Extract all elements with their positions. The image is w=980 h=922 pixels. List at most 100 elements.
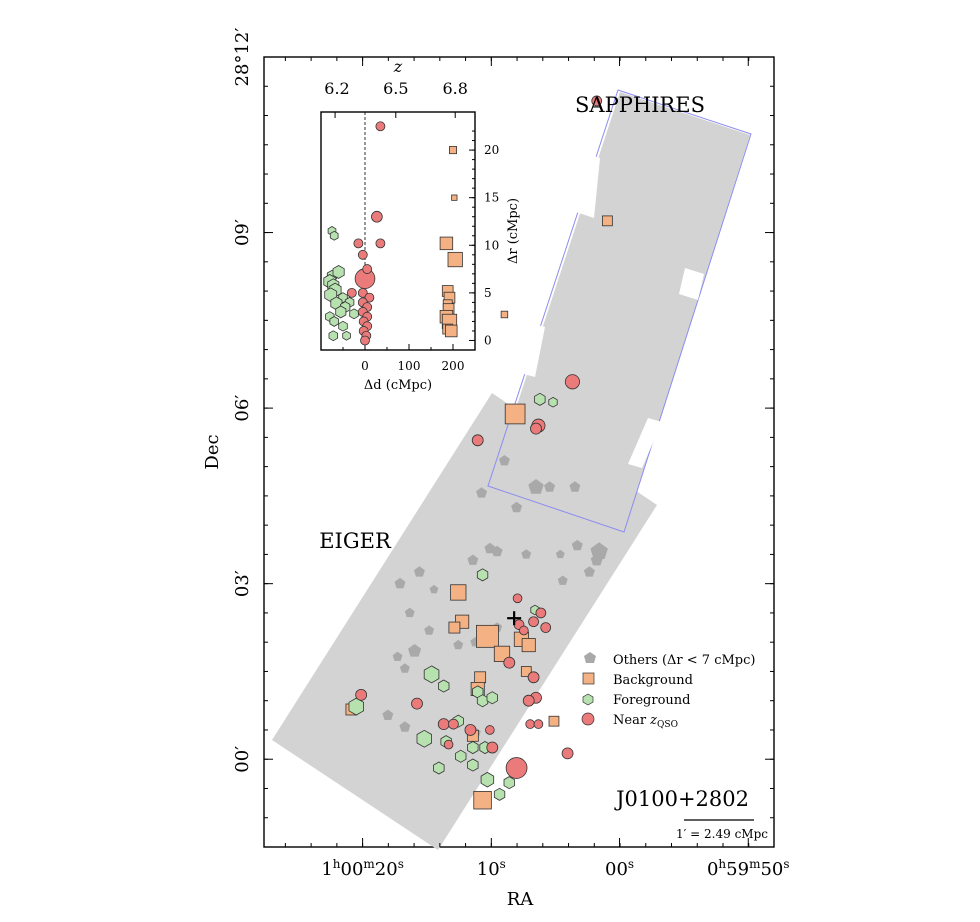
inset-y-tick-label: 20 — [484, 143, 499, 157]
main-point-pentagon — [571, 539, 583, 551]
inset-point-hexagon — [332, 265, 345, 279]
main-point-circle — [519, 625, 529, 636]
main-point-hexagon — [548, 396, 558, 408]
main-point-square — [548, 715, 560, 727]
inset-point-hexagon — [328, 330, 339, 342]
main-point-pentagon — [399, 721, 411, 732]
x-axis-label: RA — [507, 889, 535, 910]
main-point-hexagon — [455, 749, 467, 763]
main-point-circle — [564, 374, 580, 390]
main-point-circle — [527, 671, 540, 684]
main-point-circle — [561, 747, 574, 760]
x-tick-label: 1h00m20s — [321, 857, 404, 880]
inset-point-square — [447, 251, 463, 268]
main-point-pentagon — [429, 584, 439, 594]
main-point-hexagon — [467, 741, 479, 755]
inset-point-circle — [360, 335, 370, 346]
main-point-pentagon — [476, 487, 488, 498]
main-point-hexagon — [416, 729, 433, 748]
field-name: J0100+2802 — [614, 787, 749, 811]
sapphires-gap — [576, 152, 600, 218]
main-point-hexagon — [503, 776, 515, 790]
main-point-circle — [505, 757, 528, 779]
main-point-circle — [522, 694, 535, 707]
sapphires-gap — [628, 418, 662, 468]
main-point-circle — [411, 697, 423, 710]
main-point-square — [493, 645, 511, 662]
main-plot-frame — [263, 56, 775, 848]
main-point-square — [476, 624, 499, 648]
y-tick-label: 09′ — [232, 219, 253, 246]
inset-top-tick-label: 6.2 — [324, 79, 349, 98]
inset-y-tick-label: 15 — [484, 191, 499, 205]
inset-point-circle — [371, 210, 383, 223]
x-tick-label: 00s — [605, 857, 634, 880]
main-point-circle — [533, 719, 544, 729]
main-point-pentagon — [424, 625, 435, 635]
main-point-circle — [464, 724, 477, 736]
y-tick-label: 06′ — [232, 395, 253, 422]
inset-point-hexagon — [338, 320, 348, 332]
main-point-hexagon — [480, 771, 495, 788]
main-point-pentagon — [408, 644, 422, 657]
inset-point-circle — [375, 238, 386, 249]
y-axis-label: Dec — [202, 434, 223, 469]
x-tick-label: 10s — [477, 857, 506, 880]
main-point-hexagon — [493, 787, 506, 801]
main-point-pentagon — [521, 549, 532, 559]
inset-top-tick-label: 6.5 — [383, 79, 408, 98]
main-point-pentagon — [590, 553, 603, 566]
inset-y-tick-label: 10 — [484, 238, 499, 252]
inset-point-circle — [353, 238, 364, 249]
scale-bar-label: 1′ = 2.49 cMpc — [676, 827, 768, 841]
main-point-pentagon — [392, 651, 403, 661]
inset-point-square — [439, 236, 454, 251]
main-point-square — [474, 671, 487, 684]
main-point-square — [500, 310, 509, 319]
main-point-hexagon — [486, 691, 498, 705]
main-point-hexagon — [534, 392, 546, 406]
legend-background-marker — [582, 672, 595, 685]
main-point-pentagon — [484, 542, 496, 554]
main-point-circle — [485, 725, 495, 735]
main-point-circle — [437, 718, 450, 731]
inset-x-tick-label: 100 — [398, 359, 421, 373]
main-point-hexagon — [467, 758, 479, 772]
main-point-pentagon — [467, 554, 479, 565]
inset-point-hexagon — [349, 308, 359, 320]
main-point-square — [473, 790, 492, 810]
main-point-circle — [503, 656, 516, 669]
main-point-circle — [355, 688, 368, 701]
main-point-pentagon — [498, 455, 510, 466]
main-point-circle — [528, 616, 539, 628]
main-point-square — [448, 621, 461, 634]
main-point-pentagon — [404, 607, 415, 618]
main-point-pentagon — [544, 481, 556, 492]
main-point-pentagon — [583, 566, 595, 577]
eiger-label: EIGER — [319, 529, 392, 553]
main-point-square — [504, 403, 526, 425]
main-point-circle — [525, 719, 535, 729]
main-point-circle — [443, 739, 454, 750]
inset-y-tick-label: 5 — [484, 286, 492, 300]
inset-x-axis-label: Δd (cMpc) — [364, 378, 432, 393]
main-markers — [345, 95, 613, 810]
y-tick-labels: 00′ 03′ 06′ 09′ 28°12′ — [232, 28, 253, 773]
main-point-pentagon — [399, 663, 410, 673]
inset-point-hexagon — [329, 316, 339, 327]
main-point-pentagon — [394, 577, 406, 589]
main-point-square — [520, 666, 532, 677]
legend-foreground-marker — [582, 693, 594, 706]
inset-point-circle — [357, 249, 368, 260]
inset-point-circle — [357, 287, 368, 298]
y-tick-label: 00′ — [232, 746, 253, 773]
sapphires-outline — [487, 89, 752, 533]
inset-ticks — [334, 112, 476, 350]
inset-point-hexagon — [329, 230, 339, 241]
inset-point-circle — [346, 287, 357, 298]
inset-point-circle — [362, 264, 373, 274]
main-point-circle — [530, 422, 542, 435]
main-point-pentagon — [528, 479, 544, 494]
